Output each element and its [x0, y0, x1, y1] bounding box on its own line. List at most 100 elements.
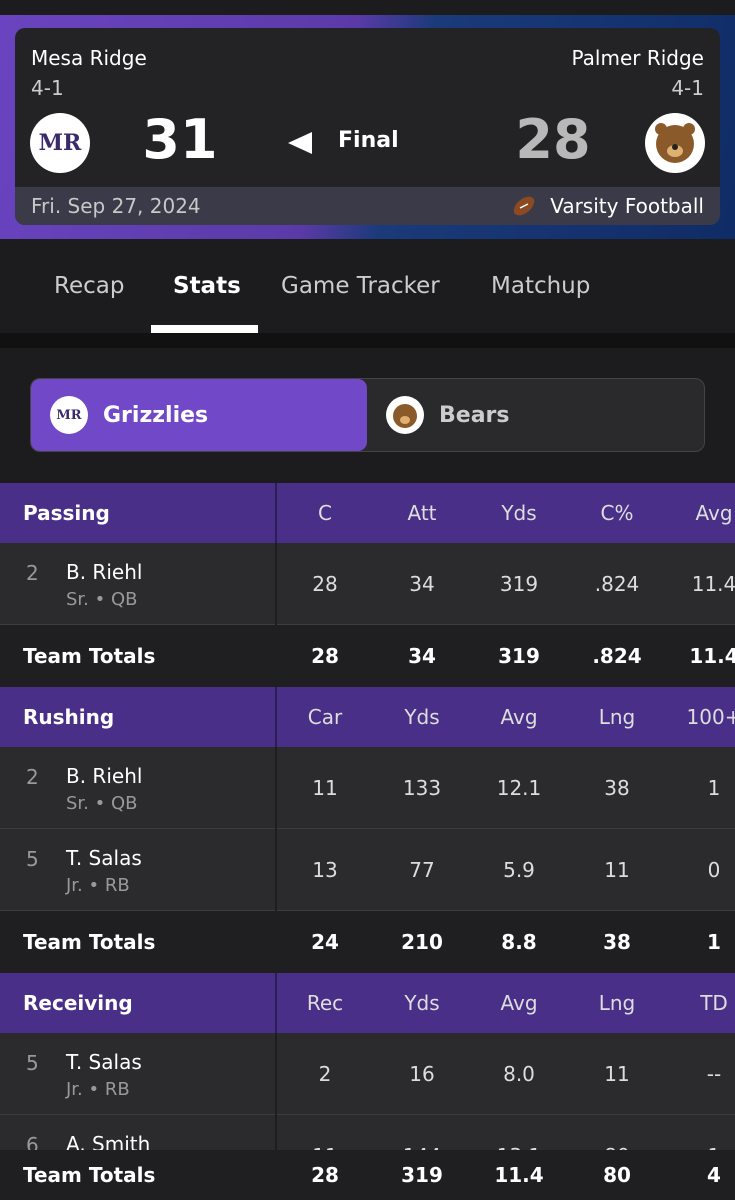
stat-cell: C	[318, 501, 332, 525]
player-number: 5	[26, 847, 39, 871]
tab[interactable]: Matchup	[491, 273, 591, 299]
stat-cell: Att	[407, 501, 437, 525]
player-name: T. Salas	[66, 1050, 142, 1074]
game-status: Final	[338, 128, 399, 153]
stat-cell: 11.4	[689, 644, 735, 668]
column-divider	[275, 687, 277, 747]
toggle-label[interactable]: Bears	[439, 403, 510, 428]
stat-cell: 80	[603, 1163, 631, 1187]
player-row: 2 B. Riehl Sr. • QB 28 34 319 .824 11.4	[0, 543, 735, 625]
team-totals-row: Team Totals 28 34 319 .824 11.4	[0, 625, 735, 687]
totals-label: Team Totals	[23, 930, 156, 954]
stat-cell: 28	[311, 1163, 339, 1187]
grizzlies-logo: MR	[50, 396, 88, 434]
home-name: Mesa Ridge	[31, 46, 147, 70]
stat-cell: 77	[409, 857, 435, 882]
stat-cell: Yds	[501, 501, 537, 525]
player-info: Sr. • QB	[66, 589, 138, 610]
stat-cell: Avg	[695, 501, 733, 525]
player-number: 2	[26, 765, 39, 789]
column-divider	[275, 483, 277, 543]
home-score: 31	[142, 108, 218, 171]
grizzlies-logo-text: MR	[56, 407, 82, 423]
stat-cell: 210	[401, 930, 443, 954]
player-info: Sr. • QB	[66, 793, 138, 814]
away-name: Palmer Ridge	[571, 46, 705, 70]
column-divider	[275, 973, 277, 1033]
stat-cell: 12.1	[496, 775, 542, 800]
stat-cell: .824	[594, 571, 640, 596]
home-logo-text: MR	[38, 130, 82, 156]
stat-cell: Avg	[500, 991, 538, 1015]
stat-cell: 38	[603, 930, 631, 954]
home-record: 4-1	[31, 76, 64, 100]
away-score: 28	[515, 108, 591, 171]
stat-cell: Lng	[598, 991, 636, 1015]
team-totals-row: Team Totals 28 319 11.4 80 4	[0, 1150, 735, 1200]
stat-cell: 0	[707, 857, 721, 882]
tab[interactable]: Recap	[54, 273, 125, 299]
stat-cell: 5.9	[503, 857, 535, 882]
stat-cell: 28	[311, 644, 339, 668]
player-row: 5 T. Salas Jr. • RB 13 77 5.9 11 0	[0, 829, 735, 911]
section-title: Rushing	[23, 705, 115, 729]
bears-logo	[386, 396, 424, 434]
away-record: 4-1	[671, 76, 704, 100]
stat-cell: Avg	[500, 705, 538, 729]
stat-cell: Yds	[404, 705, 440, 729]
player-name: B. Riehl	[66, 764, 143, 788]
player-number: 5	[26, 1051, 39, 1075]
section-title: Receiving	[23, 991, 133, 1015]
player-number: 2	[26, 561, 39, 585]
player-name: B. Riehl	[66, 560, 143, 584]
stat-cell: 319	[499, 571, 539, 596]
stat-cell: 319	[401, 1163, 443, 1187]
stat-cell: Rec	[306, 991, 344, 1015]
column-divider	[275, 1033, 277, 1115]
winner-arrow	[288, 132, 312, 154]
stats-panel: MR Grizzlies Bears Passing C Att Yds C% Avg 2 B…	[0, 348, 735, 1200]
section-title: Passing	[23, 501, 110, 525]
stat-cell: 11	[312, 775, 338, 800]
tab-underline	[151, 325, 258, 333]
stat-cell: 8.8	[501, 930, 537, 954]
stat-cell: 1	[707, 930, 721, 954]
stat-cell: 2	[318, 1061, 332, 1086]
stat-cell: --	[706, 1061, 722, 1086]
stat-cell: 11	[604, 857, 630, 882]
tab[interactable]: Game Tracker	[281, 273, 440, 299]
stat-cell: Yds	[404, 991, 440, 1015]
stat-cell: 11.4	[494, 1163, 544, 1187]
stat-cell: 38	[604, 775, 630, 800]
player-info: Jr. • RB	[66, 875, 130, 896]
stat-cell: Lng	[598, 705, 636, 729]
stat-cell: 28	[312, 571, 338, 596]
home-logo: MR	[30, 113, 90, 173]
stat-cell: 34	[409, 571, 435, 596]
column-divider	[275, 747, 277, 829]
tab[interactable]: Stats	[173, 273, 241, 299]
date-bar	[15, 187, 720, 225]
stat-cell: 11	[604, 1061, 630, 1086]
game-date: Fri. Sep 27, 2024	[31, 194, 201, 218]
section-header: Rushing Car Yds Avg Lng 100+	[0, 687, 735, 747]
stat-cell: 24	[311, 930, 339, 954]
totals-label: Team Totals	[23, 644, 156, 668]
column-divider	[275, 829, 277, 911]
team-totals-row: Team Totals 24 210 8.8 38 1	[0, 911, 735, 973]
football-icon	[513, 196, 535, 216]
stat-cell: 133	[402, 775, 442, 800]
stat-cell: 8.0	[503, 1061, 535, 1086]
stat-cell: Car	[307, 705, 343, 729]
stat-cell: 11.4	[691, 571, 735, 596]
player-row: 5 T. Salas Jr. • RB 2 16 8.0 11 --	[0, 1033, 735, 1115]
score-card	[15, 28, 720, 225]
totals-label: Team Totals	[23, 1163, 156, 1187]
section-header: Passing C Att Yds C% Avg	[0, 483, 735, 543]
stat-cell: TD	[700, 991, 728, 1015]
toggle-label[interactable]: Grizzlies	[103, 403, 209, 428]
section-header: Receiving Rec Yds Avg Lng TD	[0, 973, 735, 1033]
player-name: T. Salas	[66, 846, 142, 870]
stat-cell: 319	[498, 644, 540, 668]
